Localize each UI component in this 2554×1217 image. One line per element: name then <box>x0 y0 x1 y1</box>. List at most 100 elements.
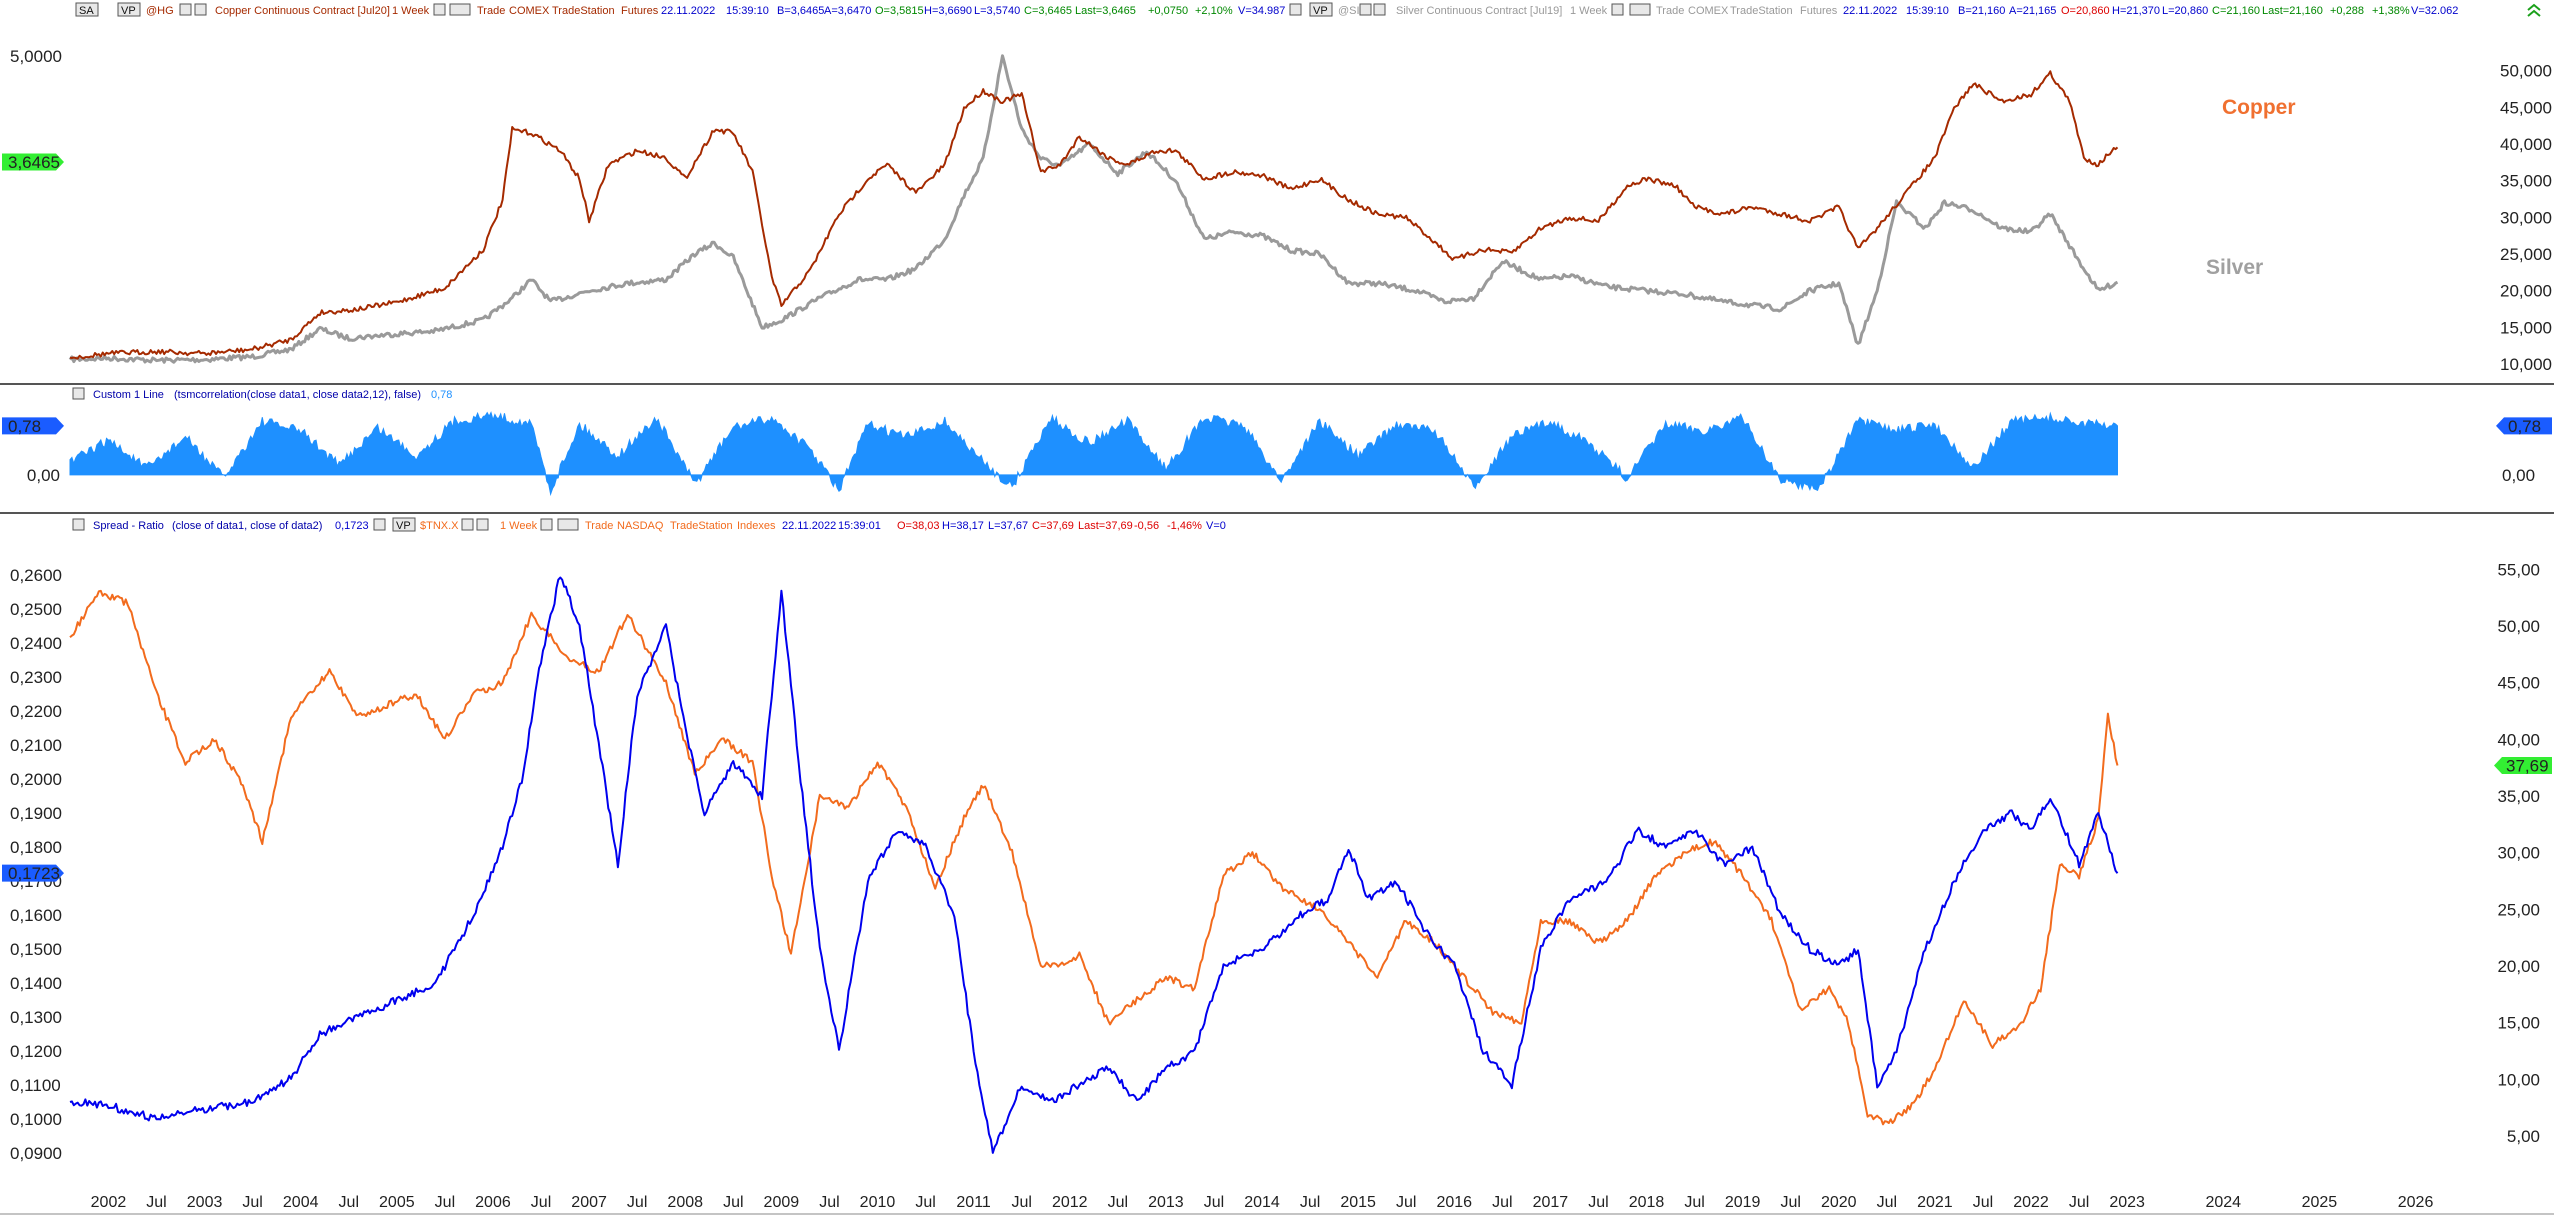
quote2-change: +0,288 <box>2330 5 2364 17</box>
realtime-icon-3[interactable] <box>557 518 579 531</box>
tnx-right-tick-4: 35,00 <box>2497 787 2540 806</box>
symbol-button[interactable] <box>75 2 99 17</box>
date2-label: 22.11.2022 <box>1843 5 1897 17</box>
play-icon-2[interactable] <box>1373 3 1386 16</box>
time-axis-label-21: Jul <box>1108 1194 1128 1211</box>
copper-series-label: Copper <box>2222 96 2296 119</box>
copper-last-value-tag <box>2 153 64 171</box>
vp-button-3[interactable] <box>392 517 416 532</box>
quote2-open: O=20,860 <box>2061 5 2110 17</box>
quote1-change: +0,0750 <box>1148 5 1188 17</box>
interval-dropdown-icon[interactable] <box>433 3 446 16</box>
time-axis-label-11: Jul <box>627 1194 647 1211</box>
ratio-left-tick-7: 0,1900 <box>10 804 62 823</box>
tnx-right-tick-0: 55,00 <box>2497 560 2540 579</box>
quote2-last: Last=21,160 <box>2262 5 2323 17</box>
time-axis-label-22: 2013 <box>1148 1194 1184 1211</box>
tnx-exchange-label: NASDAQ <box>617 520 664 532</box>
tnx-series-line <box>69 589 2119 1126</box>
vp-button-3-label: VP <box>396 520 411 532</box>
play-icon[interactable] <box>194 3 207 16</box>
close-icon-panel3[interactable] <box>72 518 85 531</box>
time-axis-label-34: 2019 <box>1725 1194 1761 1211</box>
vp-button[interactable] <box>117 2 141 17</box>
realtime-icon[interactable] <box>449 3 471 16</box>
ratio-left-tick-4: 0,2200 <box>10 702 62 721</box>
time-axis-label-18: 2011 <box>956 1194 991 1211</box>
quote2-low: L=20,860 <box>2162 5 2208 17</box>
vp-button-2[interactable] <box>1309 2 1333 17</box>
quote1-open: O=3,5815 <box>875 5 924 17</box>
price-left-tick-0: 5,0000 <box>10 47 62 66</box>
time-axis-label-9: Jul <box>531 1194 551 1211</box>
time-axis-label-14: 2009 <box>764 1194 800 1211</box>
close-icon-tnx[interactable] <box>373 518 386 531</box>
tnx-change: -0,56 <box>1134 520 1159 532</box>
tnx-right-tick-10: 5,00 <box>2507 1127 2540 1146</box>
time-axis-label-36: 2020 <box>1821 1194 1857 1211</box>
time-axis-label-8: 2006 <box>475 1194 511 1211</box>
time-axis-label-5: Jul <box>339 1194 359 1211</box>
time-axis-label-44: 2025 <box>2302 1194 2338 1211</box>
spread-formula-label: (close of data1, close of data2) <box>172 520 322 532</box>
copper-series-line <box>69 70 2119 360</box>
tnx-right-tick-3: 40,00 <box>2497 730 2540 749</box>
sync-arrows-icon[interactable] <box>2527 3 2541 17</box>
time-axis-label-35: Jul <box>1780 1194 1800 1211</box>
quote2-ask: A=21,165 <box>2009 5 2056 17</box>
time-axis-label-43: 2024 <box>2205 1194 2241 1211</box>
exchange1-label: COMEX <box>509 5 550 17</box>
tnx-open: O=38,03 <box>897 520 940 532</box>
time-axis-label-13: Jul <box>723 1194 743 1211</box>
time-axis-label-23: Jul <box>1204 1194 1224 1211</box>
vp-button-label: VP <box>121 5 136 17</box>
tnx-high: H=38,17 <box>942 520 984 532</box>
price-right-tick-3: 35,000 <box>2500 172 2552 191</box>
tnx-source-label: TradeStation <box>670 520 733 532</box>
time-axis-label-2: 2003 <box>187 1194 223 1211</box>
ratio-left-tick-11: 0,1500 <box>10 940 62 959</box>
time-axis-label-31: Jul <box>1588 1194 1608 1211</box>
time-axis-label-40: 2022 <box>2013 1194 2049 1211</box>
mode1-label: Trade <box>477 5 505 17</box>
quote1-close: C=3,6465 <box>1024 5 1072 17</box>
interval-dropdown-icon-2[interactable] <box>1611 3 1624 16</box>
tnx-right-tick-7: 20,00 <box>2497 957 2540 976</box>
spread-ratio-panel[interactable]: 0,2600 0,2500 0,2400 0,2300 0,2200 0,2100 0,20… <box>2 560 2552 1163</box>
tnx-symbol-label: $TNX.X <box>420 520 459 532</box>
correlation-left-tag-text: 0,78 <box>8 417 41 436</box>
interval-dropdown-icon-3[interactable] <box>540 518 553 531</box>
time-axis-label-45: 2026 <box>2398 1194 2434 1211</box>
dropdown-arrow-icon-3[interactable] <box>461 518 474 531</box>
dropdown-arrow-icon[interactable] <box>179 3 192 16</box>
time-axis: 2002 Jul 2003 Jul 2004 Jul 2005 Jul 2006 Jul 2007 J… <box>91 1194 2434 1211</box>
close-icon[interactable] <box>1289 3 1302 16</box>
ratio-left-tick-8: 0,1800 <box>10 838 62 857</box>
price-right-tick-4: 30,000 <box>2500 208 2552 227</box>
time-axis-label-32: 2018 <box>1629 1194 1665 1211</box>
close-icon-panel2[interactable] <box>72 387 85 400</box>
correlation-left-zero-tick: 0,00 <box>27 466 60 485</box>
dropdown-arrow-icon-2[interactable] <box>1359 3 1372 16</box>
price-chart-panel[interactable]: 50,000 45,000 40,000 35,000 30,000 25,000 20,0… <box>2 47 2552 374</box>
interval2-label: 1 Week <box>1570 5 1608 17</box>
quote2-volume: V=32.062 <box>2411 5 2458 17</box>
name2-label: Silver Continuous Contract [Jul19] <box>1396 5 1562 17</box>
quote2-close: C=21,160 <box>2212 5 2260 17</box>
quote1-bid: B=3,6465 <box>777 5 824 17</box>
time-axis-label-33: Jul <box>1684 1194 1704 1211</box>
symbol2-label: @SI <box>1338 5 1360 17</box>
tnx-date-label: 22.11.2022 <box>782 520 836 532</box>
time-axis-label-15: Jul <box>819 1194 839 1211</box>
ratio-left-tick-2: 0,2400 <box>10 634 62 653</box>
silver-series-label: Silver <box>2206 256 2263 279</box>
realtime-icon-2[interactable] <box>1629 3 1651 16</box>
mode2-label: Trade <box>1656 5 1684 17</box>
tnx-low: L=37,67 <box>988 520 1028 532</box>
price-right-tick-0: 50,000 <box>2500 62 2552 81</box>
correlation-panel[interactable]: 0,00 0,00 0,78 0,78 <box>2 411 2552 497</box>
silver-series-line <box>68 54 2119 364</box>
name1-label: Copper Continuous Contract [Jul20] <box>215 5 390 17</box>
play-icon-3[interactable] <box>476 518 489 531</box>
